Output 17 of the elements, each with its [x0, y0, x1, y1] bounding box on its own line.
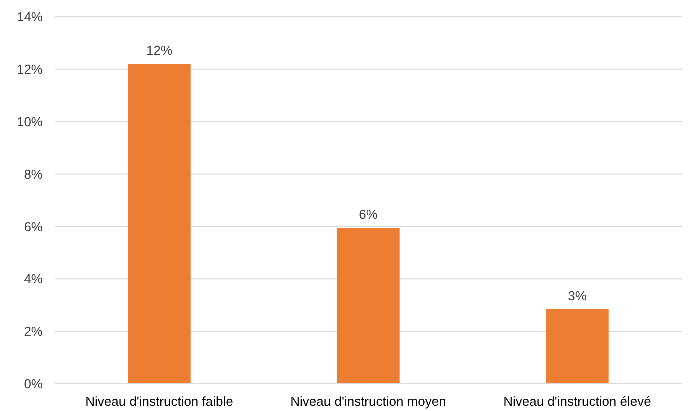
- y-tick-label: 12%: [16, 62, 44, 77]
- x-tick-label: Niveau d'instruction élevé: [504, 394, 652, 409]
- y-tick-label: 8%: [24, 166, 44, 182]
- x-tick-label: Niveau d'instruction faible: [86, 394, 234, 409]
- y-tick-label: 10%: [16, 114, 44, 130]
- data-label: 3%: [568, 288, 588, 304]
- data-label: 6%: [359, 207, 378, 222]
- y-tick-label: 2%: [24, 324, 44, 340]
- bar: [337, 228, 400, 384]
- bar: [546, 309, 609, 384]
- data-label: 12%: [146, 43, 173, 58]
- y-tick-label: 0%: [24, 376, 44, 392]
- bar: [128, 64, 191, 384]
- x-tick-label: Niveau d'instruction moyen: [290, 394, 446, 409]
- y-tick-label: 14%: [16, 10, 44, 25]
- y-tick-label: 6%: [24, 219, 44, 234]
- y-tick-label: 4%: [24, 272, 44, 287]
